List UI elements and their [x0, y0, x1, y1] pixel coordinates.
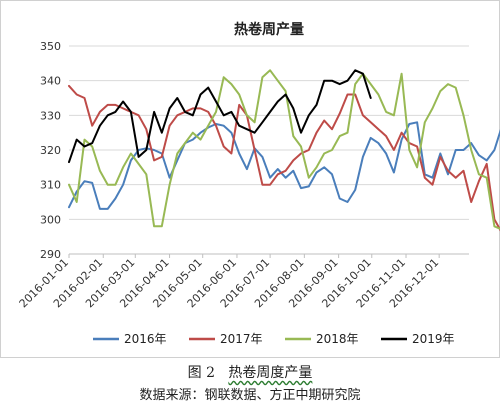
series-line-2 [68, 84, 500, 232]
figure-source: 数据来源：钢联数据、方正中期研究院 [0, 384, 500, 403]
chart-title: 热卷周产量 [234, 21, 304, 38]
source-label: 数据来源： [139, 388, 205, 403]
y-tick-label: 290 [40, 248, 61, 261]
series-layer [68, 69, 500, 232]
y-tick-label: 320 [40, 144, 61, 157]
source-text: 钢联数据、方正中期研究院 [204, 388, 361, 403]
figure-caption: 图 2 热卷周度产量 [0, 362, 500, 382]
series-line-1 [68, 121, 500, 210]
figure-label: 图 2 [187, 365, 215, 381]
y-tick-label: 340 [40, 75, 61, 88]
series-line-3 [68, 69, 500, 230]
legend: 2016年 2017年 2018年 2019年 [93, 332, 455, 346]
y-tick-label: 300 [40, 213, 61, 226]
legend-label: 2016年 [124, 332, 167, 346]
y-tick-label: 350 [40, 40, 61, 53]
y-tick-label: 330 [40, 109, 61, 122]
line-chart: 热卷周产量 2903003103203303403502016-01-01201… [17, 21, 500, 346]
y-tick-label: 310 [40, 179, 61, 192]
legend-label: 2019年 [412, 332, 455, 346]
legend-label: 2017年 [220, 332, 263, 346]
chart-frame: 热卷周产量 290 300 310 320 330 340 350 2016-01-01 201… [0, 0, 500, 358]
figure-title: 热卷周度产量 [228, 365, 313, 381]
legend-label: 2018年 [316, 332, 359, 346]
series-line-4 [68, 69, 372, 164]
